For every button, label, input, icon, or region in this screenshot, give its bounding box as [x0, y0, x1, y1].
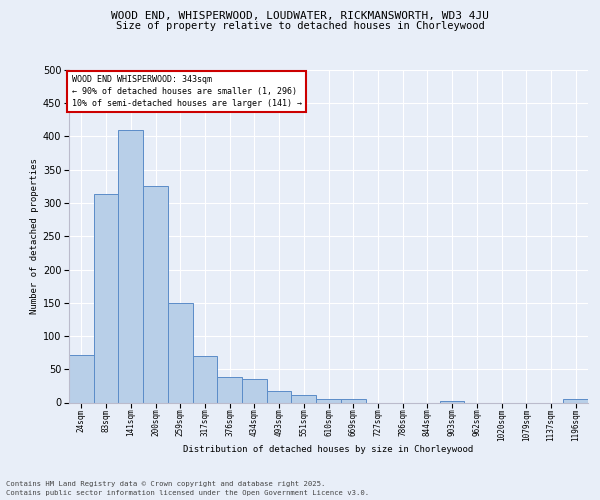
Bar: [94, 194, 118, 402]
Bar: [316, 398, 341, 402]
Bar: [118, 130, 143, 402]
Bar: [267, 390, 292, 402]
Text: WOOD END WHISPERWOOD: 343sqm
← 90% of detached houses are smaller (1, 296)
10% o: WOOD END WHISPERWOOD: 343sqm ← 90% of de…: [71, 75, 302, 108]
X-axis label: Distribution of detached houses by size in Chorleywood: Distribution of detached houses by size …: [184, 446, 473, 454]
Bar: [168, 302, 193, 402]
Bar: [292, 395, 316, 402]
Bar: [143, 186, 168, 402]
Bar: [440, 400, 464, 402]
Bar: [69, 354, 94, 403]
Text: Contains public sector information licensed under the Open Government Licence v3: Contains public sector information licen…: [6, 490, 369, 496]
Bar: [193, 356, 217, 403]
Bar: [341, 398, 365, 402]
Bar: [563, 399, 588, 402]
Y-axis label: Number of detached properties: Number of detached properties: [29, 158, 38, 314]
Bar: [217, 377, 242, 402]
Bar: [242, 378, 267, 402]
Text: Size of property relative to detached houses in Chorleywood: Size of property relative to detached ho…: [116, 21, 484, 31]
Text: WOOD END, WHISPERWOOD, LOUDWATER, RICKMANSWORTH, WD3 4JU: WOOD END, WHISPERWOOD, LOUDWATER, RICKMA…: [111, 11, 489, 21]
Text: Contains HM Land Registry data © Crown copyright and database right 2025.: Contains HM Land Registry data © Crown c…: [6, 481, 325, 487]
